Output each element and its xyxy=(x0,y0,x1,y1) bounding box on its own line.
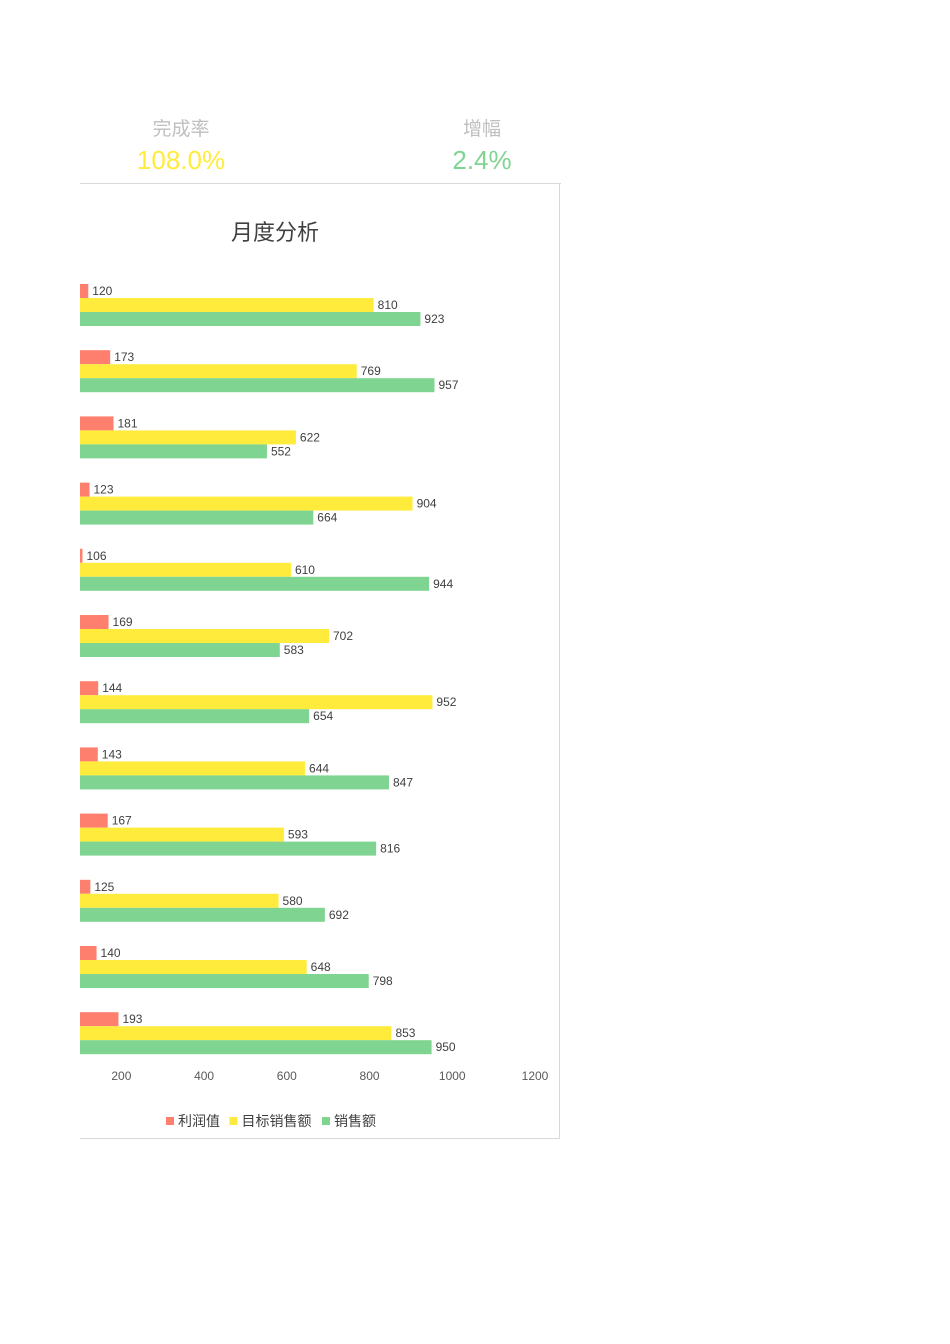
data-label-series3-item6: 583 xyxy=(284,643,304,657)
bar-series3-item7 xyxy=(80,709,310,724)
completion-rate-value: 108.0% xyxy=(136,145,226,175)
bar-series3-item12 xyxy=(80,1040,432,1055)
chart-title: 月度分析 xyxy=(231,220,319,245)
bar-series1-item1 xyxy=(80,284,89,298)
monthly-analysis-chart: 月度分析 120 810 923 173 769 957 181 622 552 123 904 66… xyxy=(80,220,549,1129)
bar-series1-item2 xyxy=(80,350,111,365)
data-label-series2-item9: 593 xyxy=(288,828,308,842)
completion-rate-kpi: 完成率 108.0% xyxy=(81,118,281,176)
data-label-series3-item8: 847 xyxy=(393,775,413,789)
bar-series3-item4 xyxy=(80,510,314,525)
bar-series2-item3 xyxy=(80,430,296,445)
data-label-series3-item12: 950 xyxy=(436,1040,456,1054)
data-label-series2-item11: 648 xyxy=(311,960,331,974)
bar-series2-item2 xyxy=(80,364,357,379)
x-tick-label-3: 600 xyxy=(277,1069,297,1083)
data-label-series1-item5: 106 xyxy=(86,549,106,563)
bar-series2-item4 xyxy=(80,496,413,511)
data-label-series3-item9: 816 xyxy=(380,842,400,856)
x-tick-label-5: 1000 xyxy=(439,1069,466,1083)
bar-series3-item11 xyxy=(80,974,369,988)
data-label-series3-item7: 654 xyxy=(313,709,333,723)
bar-series3-item2 xyxy=(80,378,435,393)
data-label-series1-item1: 120 xyxy=(92,284,112,298)
data-label-series2-item2: 769 xyxy=(361,364,381,378)
x-tick-label-1: 200 xyxy=(111,1069,131,1083)
bar-series1-item3 xyxy=(80,416,114,431)
bar-series2-item9 xyxy=(80,827,284,842)
bar-series1-item12 xyxy=(80,1012,119,1027)
data-label-series3-item11: 798 xyxy=(373,974,393,988)
legend-label-2: 目标销售额 xyxy=(242,1113,312,1129)
x-tick-label-2: 400 xyxy=(194,1069,214,1083)
x-tick-label-4: 800 xyxy=(360,1069,380,1083)
data-label-series2-item4: 904 xyxy=(417,497,437,511)
data-label-series1-item9: 167 xyxy=(112,814,132,828)
bar-series2-item7 xyxy=(80,695,433,710)
growth-kpi: 增幅 2.4% xyxy=(382,118,582,176)
bar-series3-item3 xyxy=(80,444,267,459)
bar-series3-item8 xyxy=(80,775,389,790)
bar-series2-item5 xyxy=(80,562,291,577)
x-axis-ticks: 200 400 600 800 1000 1200 xyxy=(111,1069,548,1083)
completion-rate-label: 完成率 xyxy=(152,119,210,140)
growth-value: 2.4% xyxy=(452,145,512,175)
bar-series2-item1 xyxy=(80,298,374,312)
legend-swatch-1 xyxy=(166,1117,174,1125)
data-label-series2-item6: 702 xyxy=(333,629,353,643)
legend-label-3: 销售额 xyxy=(334,1113,376,1129)
data-label-series3-item10: 692 xyxy=(329,908,349,922)
data-label-series2-item3: 622 xyxy=(300,430,320,444)
legend-label-1: 利润值 xyxy=(178,1113,220,1129)
growth-label: 增幅 xyxy=(462,119,501,140)
data-label-series3-item2: 957 xyxy=(438,378,458,392)
chart-legend: 利润值 目标销售额 销售额 xyxy=(166,1113,376,1129)
x-tick-label-6: 1200 xyxy=(522,1069,549,1083)
bar-series3-item1 xyxy=(80,312,421,326)
bar-series1-item4 xyxy=(80,482,90,497)
data-label-series2-item7: 952 xyxy=(436,695,456,709)
data-label-series3-item4: 664 xyxy=(317,511,337,525)
bar-series3-item5 xyxy=(80,576,430,591)
data-label-series1-item12: 193 xyxy=(122,1012,142,1026)
bar-series1-item6 xyxy=(80,615,109,629)
bar-series1-item8 xyxy=(80,747,98,762)
bar-series2-item8 xyxy=(80,761,306,776)
legend-swatch-2 xyxy=(229,1117,238,1125)
bar-series3-item6 xyxy=(80,643,280,657)
data-label-series2-item10: 580 xyxy=(283,894,303,908)
data-label-series1-item8: 143 xyxy=(102,747,122,761)
data-label-series3-item1: 923 xyxy=(424,312,444,326)
bar-series3-item10 xyxy=(80,907,325,922)
data-label-series1-item6: 169 xyxy=(113,615,133,629)
bar-series1-item9 xyxy=(80,813,108,828)
chart-frame: 月度分析 120 810 923 173 769 957 181 622 552 123 904 66… xyxy=(80,183,560,1139)
bar-series2-item10 xyxy=(80,893,279,908)
bar-series1-item5 xyxy=(80,548,83,563)
bar-series1-item7 xyxy=(80,681,99,696)
kpi-divider xyxy=(80,183,561,184)
bar-series3-item9 xyxy=(80,841,377,856)
data-label-series3-item3: 552 xyxy=(271,444,291,458)
bars-layer: 120 810 923 173 769 957 181 622 552 123 904 664 106 6… xyxy=(80,284,459,1055)
bar-series2-item12 xyxy=(80,1026,392,1041)
bar-series1-item10 xyxy=(80,879,91,894)
legend-swatch-3 xyxy=(322,1117,330,1125)
data-label-series1-item7: 144 xyxy=(102,681,122,695)
data-label-series1-item4: 123 xyxy=(94,483,114,497)
bar-series1-item11 xyxy=(80,946,97,960)
data-label-series2-item5: 610 xyxy=(295,563,315,577)
data-label-series2-item1: 810 xyxy=(378,298,398,312)
data-label-series1-item11: 140 xyxy=(101,946,121,960)
data-label-series1-item3: 181 xyxy=(118,416,138,430)
bar-series2-item11 xyxy=(80,960,307,974)
bar-series2-item6 xyxy=(80,629,330,643)
data-label-series2-item8: 644 xyxy=(309,761,329,775)
data-label-series1-item10: 125 xyxy=(94,880,114,894)
data-label-series2-item12: 853 xyxy=(395,1026,415,1040)
data-label-series1-item2: 173 xyxy=(114,350,134,364)
data-label-series3-item5: 944 xyxy=(433,577,453,591)
